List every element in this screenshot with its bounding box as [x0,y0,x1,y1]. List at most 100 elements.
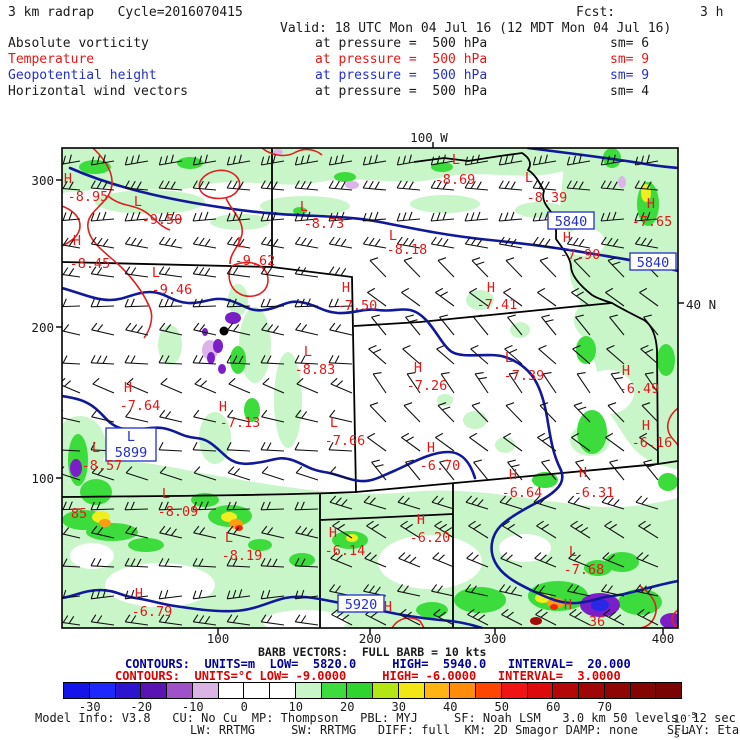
wind-barb [226,236,251,249]
wind-barb [505,402,523,423]
wind-barb [124,266,149,278]
shading-blob [177,157,203,169]
wind-barb [192,211,217,222]
wind-barb [634,154,659,166]
wind-barb [507,314,523,336]
wind-barb [62,266,81,278]
wind-barb [464,154,489,166]
wind-barb [125,525,149,539]
wind-barb [437,257,455,278]
wind-barb [466,552,489,568]
temperature-contour [62,205,81,247]
temperature-label: L [525,170,533,186]
model-info-line1: Model Info: V3.8 CU: No Cu MP: Thompson … [35,711,736,725]
wind-barb [566,236,591,249]
wind-barb [328,211,353,222]
colorbar-tick-label: -10 [181,700,204,714]
wind-barb [90,501,115,511]
wind-barb [158,266,183,278]
wind-barb [601,584,625,597]
wind-barb [539,257,557,278]
wind-barb [568,552,591,568]
wind-barb [437,402,455,423]
height-label: 5920 [345,597,378,613]
field-level: at pressure = 500 hPa [315,84,488,99]
wind-barb [368,344,387,365]
temperature-label: -7.39 [504,368,545,384]
shading-blob [191,493,219,507]
wind-barb [62,525,81,539]
wind-barb [498,211,523,222]
colorbar-cell [63,682,90,699]
wind-barb [90,266,115,278]
wind-barb [465,584,489,597]
height-label: 5840 [555,214,588,230]
wind-barb [464,211,489,222]
temperature-label: -7.41 [477,297,518,313]
wind-barb [125,466,149,481]
temperature-label: -7.66 [325,433,366,449]
forecast-hour-value: 3 h [700,5,724,20]
field-name: Geopotential height [8,68,157,83]
temperature-label: 85 [71,506,87,522]
wind-barb [362,180,387,191]
field-level: at pressure = 500 hPa [315,36,488,51]
wind-barb [362,154,387,166]
shading-blob [70,543,114,569]
wind-barb [192,266,217,278]
wind-barb [158,355,183,365]
wind-barb [644,372,659,394]
wind-barb [192,558,217,568]
wind-barb [643,459,659,481]
y-axis-tick-label: 100 [31,471,54,486]
model-info-line2: LW: RRTMG SW: RRTMG DIFF: full KM: 2D Sm… [190,723,740,737]
wind-barb [328,180,353,191]
wind-barb [398,552,421,568]
temperature-label: -8.69 [435,172,476,188]
wind-barb [541,314,557,336]
wind-barb [403,402,421,423]
temperature-label: -6.20 [410,530,451,546]
wind-barb [401,287,421,307]
wind-barb [367,432,387,452]
wind-barb [90,180,115,191]
temperature-label: H [73,233,81,249]
x-axis-tick-label: 400 [651,631,675,646]
colorbar-tick-label: 70 [597,700,612,714]
wind-barb [600,180,625,191]
wind-barb [603,608,625,626]
temperature-label: -6.70 [420,458,461,474]
wind-barb [366,520,387,539]
wind-barb [260,154,285,166]
wind-barb [570,520,591,539]
wind-barb [500,552,523,568]
wind-barb [158,614,183,626]
wind-barb [474,372,489,394]
temperature-label: H [384,599,392,615]
x-axis-tick-label: 300 [483,631,507,646]
wind-barb [192,180,217,191]
wind-barb [363,495,387,510]
wind-barb [226,266,251,278]
wind-barb [575,459,591,481]
map-layers: H-8.95 L-9.50H-8.45L-9.46L-8.73L-9.62L-8.… [62,148,678,628]
shading-blob [410,195,480,213]
wind-barb [637,608,659,626]
temperature-label: H [509,467,517,483]
wind-barb [634,236,659,249]
wind-barbs [62,154,659,626]
wind-barb [541,459,557,481]
wind-barb [399,608,421,626]
wind-barb [260,614,285,626]
wind-barb [260,298,285,308]
y-axis-tick-label: 200 [31,320,54,335]
wind-barb [406,372,421,394]
wind-barb [260,266,285,278]
colorbar-tick-label: -20 [130,700,153,714]
wind-barb [435,432,455,452]
shading-blob [416,602,448,618]
wind-barb [600,154,625,166]
wind-barb [638,520,659,539]
field-name: Horizontal wind vectors [8,84,189,99]
wind-barb [635,495,659,510]
